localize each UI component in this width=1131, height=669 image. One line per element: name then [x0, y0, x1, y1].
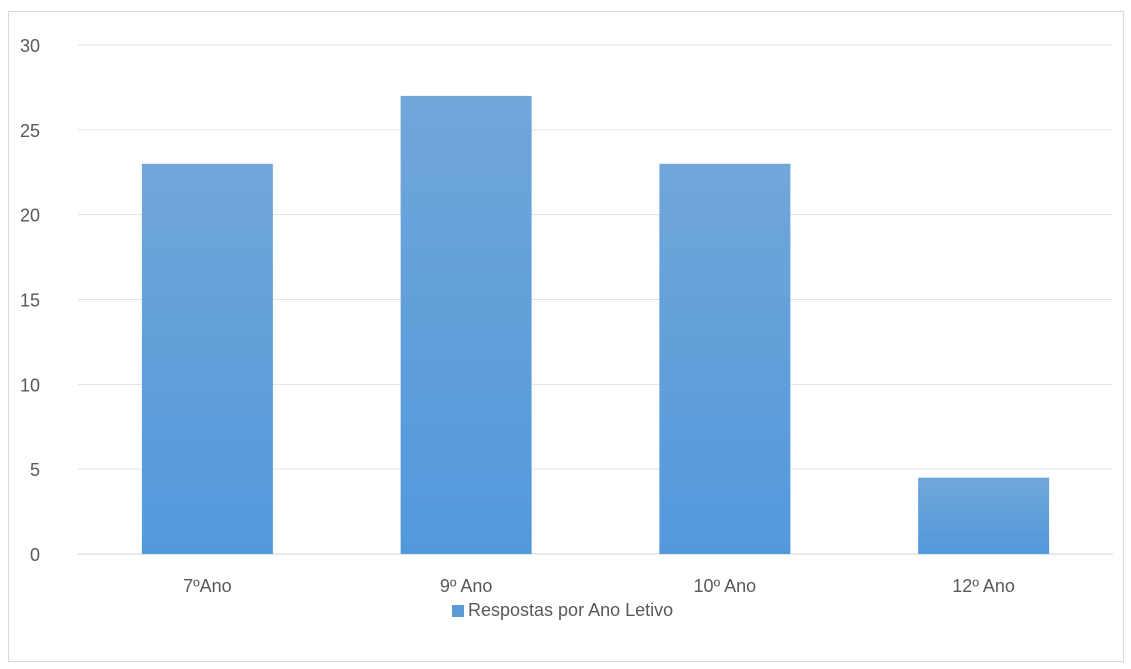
- bar-1: [141, 163, 273, 554]
- legend-label: Respostas por Ano Letivo: [468, 600, 673, 620]
- bar-3: [659, 163, 791, 554]
- chart-frame: 0 5 10 15 20 25 30 7ºAno 9º Ano 10º Ano 12º Ano R…: [8, 11, 1124, 662]
- y-tick-label: 0: [30, 545, 40, 565]
- x-tick-label: 9º Ano: [440, 576, 493, 596]
- x-tick-label: 10º Ano: [694, 576, 757, 596]
- bars: [141, 95, 1050, 555]
- y-tick-label: 30: [20, 36, 40, 56]
- y-tick-label: 10: [20, 375, 40, 395]
- x-tick-label: 12º Ano: [952, 576, 1015, 596]
- y-tick-label: 20: [20, 206, 40, 226]
- legend-swatch: [452, 605, 464, 617]
- bar-chart: 0 5 10 15 20 25 30 7ºAno 9º Ano 10º Ano 12º Ano R…: [20, 36, 1113, 620]
- x-axis-tick-labels: 7ºAno 9º Ano 10º Ano 12º Ano: [183, 576, 1015, 596]
- y-tick-label: 15: [20, 291, 40, 311]
- y-axis-tick-labels: 0 5 10 15 20 25 30: [20, 36, 40, 565]
- legend: Respostas por Ano Letivo: [452, 600, 673, 620]
- y-tick-label: 25: [20, 121, 40, 141]
- bar-2: [400, 95, 532, 555]
- x-tick-label: 7ºAno: [183, 576, 232, 596]
- bar-4: [918, 477, 1050, 554]
- y-tick-label: 5: [30, 460, 40, 480]
